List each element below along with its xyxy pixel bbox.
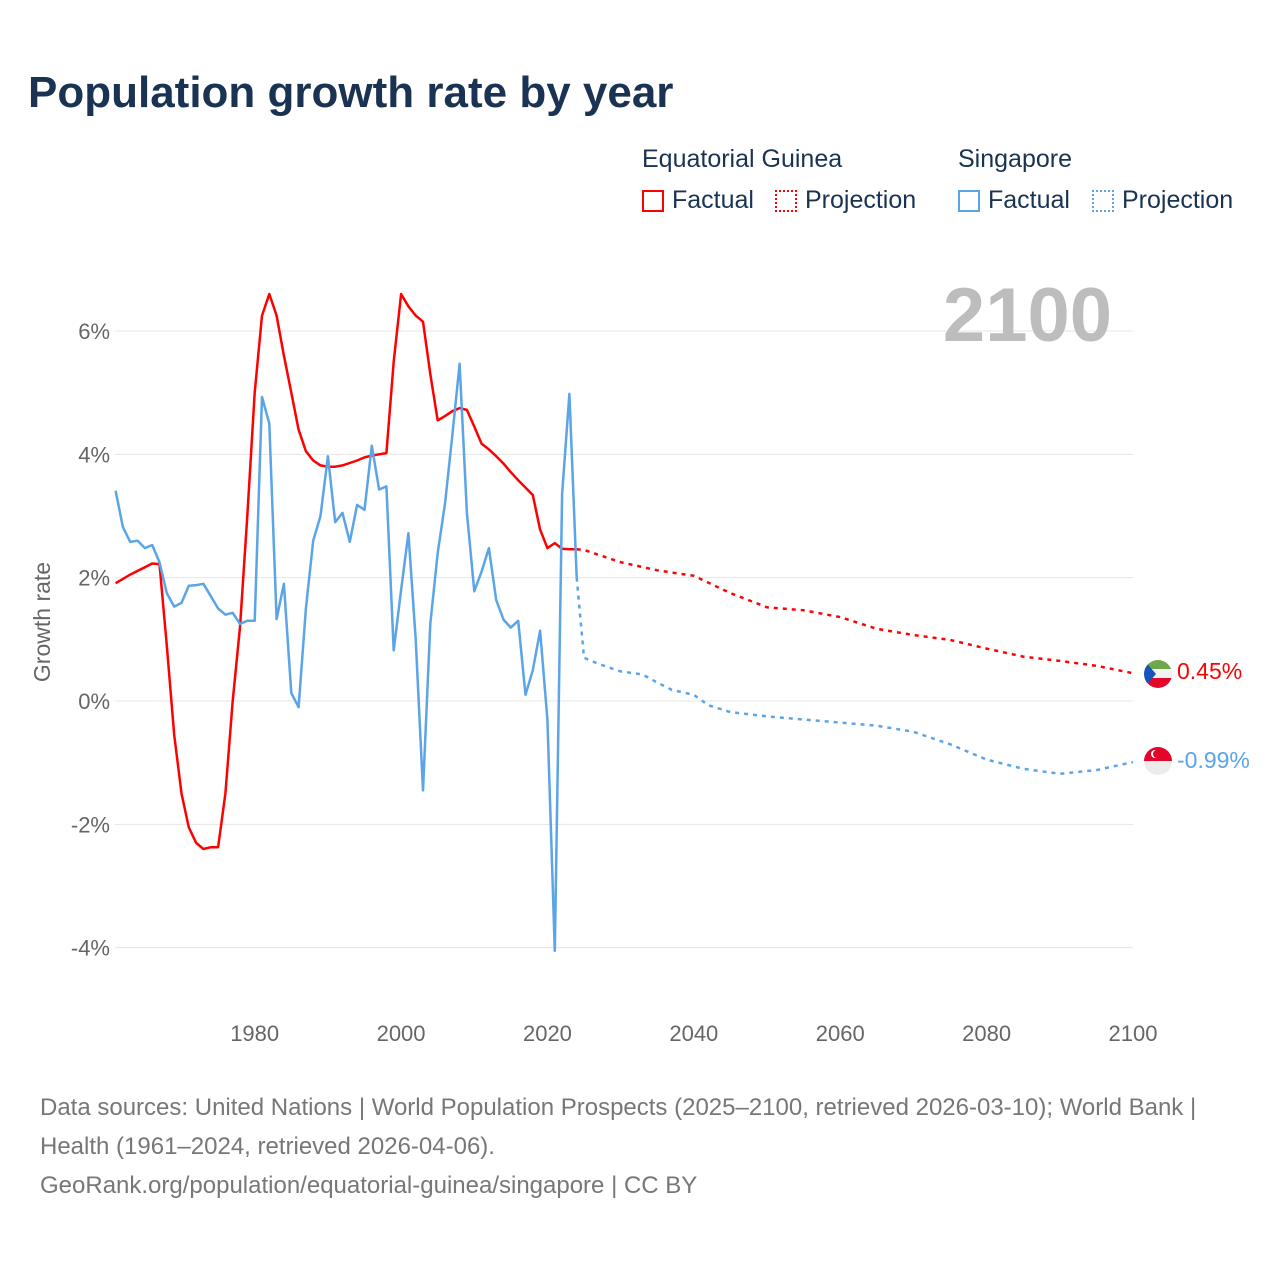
flag-equatorial-guinea-icon <box>1144 660 1172 688</box>
legend-label: Projection <box>805 186 917 214</box>
end-label-singapore: -0.99% <box>1177 747 1250 773</box>
chart-title: Population growth rate by year <box>28 68 674 117</box>
legend-eg-factual[interactable]: Factual <box>642 186 754 215</box>
series-line-equatorial-guinea-factual <box>114 292 577 851</box>
x-tick-label: 2060 <box>816 1021 865 1046</box>
series-line-singapore-factual <box>114 362 578 953</box>
y-axis-label: Growth rate <box>29 562 55 682</box>
x-tick-label: 2040 <box>669 1021 718 1046</box>
y-tick-label: 6% <box>78 319 110 344</box>
data-sources: Data sources: United Nations | World Pop… <box>40 1094 1197 1160</box>
legend-group-singapore: Singapore <box>958 145 1072 173</box>
legend-swatch-solid <box>642 189 664 212</box>
legend-swatch-dotted <box>775 189 797 212</box>
x-tick-label: 1980 <box>230 1021 279 1046</box>
legend-label: Factual <box>988 186 1070 214</box>
series-line-equatorial-guinea-projection <box>576 548 1134 675</box>
legend-label: Projection <box>1122 186 1234 214</box>
x-tick-label: 2020 <box>523 1021 572 1046</box>
source-link[interactable]: GeoRank.org/population/equatorial-guinea… <box>40 1172 698 1199</box>
footer: Data sources: United Nations | World Pop… <box>40 1088 1240 1205</box>
legend-swatch-solid <box>958 189 980 212</box>
legend-label: Factual <box>672 186 754 214</box>
legend-swatch-dotted <box>1092 189 1114 212</box>
y-tick-label: -4% <box>71 936 110 961</box>
y-tick-label: 0% <box>78 689 110 714</box>
y-tick-label: 4% <box>78 442 110 467</box>
legend-group-equatorial-guinea: Equatorial Guinea <box>642 145 843 173</box>
flag-singapore-icon <box>1144 747 1172 775</box>
series-line-singapore-projection <box>575 577 1134 776</box>
x-tick-label: 2080 <box>962 1021 1011 1046</box>
legend-eg-projection[interactable]: Projection <box>775 186 916 215</box>
end-label-equatorial-guinea: 0.45% <box>1177 658 1242 684</box>
y-tick-label: 2% <box>78 566 110 591</box>
y-tick-label: -2% <box>71 812 110 837</box>
x-tick-label: 2100 <box>1109 1021 1158 1046</box>
current-year-label: 2100 <box>942 273 1112 358</box>
legend-sg-factual[interactable]: Factual <box>958 186 1070 215</box>
legend-sg-projection[interactable]: Projection <box>1092 186 1233 215</box>
x-tick-label: 2000 <box>377 1021 426 1046</box>
